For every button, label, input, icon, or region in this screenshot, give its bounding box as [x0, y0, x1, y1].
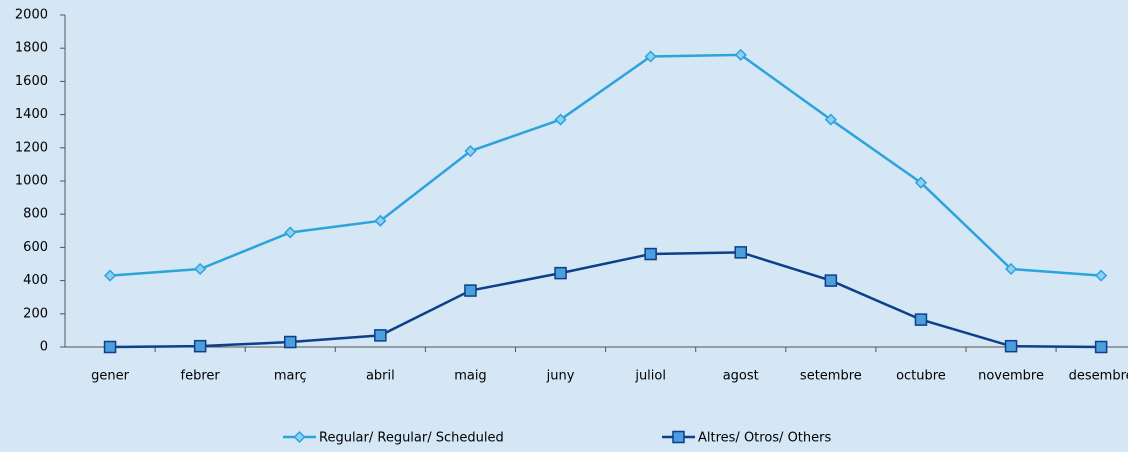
point	[1004, 262, 1018, 276]
y-tick-label: 1800	[15, 41, 48, 56]
point	[103, 269, 117, 282]
x-tick-label: juliol	[634, 369, 666, 384]
y-tick-label: 200	[23, 306, 48, 321]
point	[644, 247, 657, 261]
x-tick-label: octubre	[896, 369, 946, 384]
x-tick-label: juny	[546, 369, 575, 384]
y-tick-label: 1200	[15, 140, 48, 155]
point	[824, 274, 838, 287]
point	[734, 246, 747, 259]
point	[194, 262, 207, 276]
point	[103, 340, 117, 354]
legend-marker	[672, 430, 685, 444]
point	[734, 48, 747, 61]
point	[464, 284, 477, 297]
point	[554, 113, 567, 126]
point	[374, 329, 387, 342]
legend-label: Regular/ Regular/ Scheduled	[319, 431, 504, 446]
y-tick-label: 1400	[15, 107, 48, 122]
point	[824, 113, 837, 126]
series-line	[110, 251, 1102, 349]
point	[914, 313, 928, 326]
point	[644, 50, 657, 63]
point	[464, 145, 477, 158]
point	[914, 176, 928, 189]
point	[374, 214, 387, 227]
point	[1004, 339, 1018, 353]
point	[554, 266, 567, 280]
x-tick-label: febrer	[181, 369, 221, 384]
y-tick-label: 400	[23, 273, 48, 288]
x-tick-label: maig	[454, 369, 487, 384]
y-tick-label: 1600	[15, 74, 48, 89]
y-tick-label: 800	[23, 207, 48, 222]
point	[193, 339, 207, 353]
point	[284, 335, 297, 349]
y-tick-label: 600	[23, 240, 48, 255]
x-tick-label: gener	[91, 369, 129, 384]
y-tick-label: 1000	[15, 174, 48, 189]
x-tick-label: abril	[366, 369, 395, 384]
y-tick-label: 0	[40, 340, 48, 355]
point	[1095, 269, 1108, 282]
y-tick-label: 2000	[15, 8, 48, 23]
x-tick-label: agost	[723, 369, 759, 384]
legend-label: Altres/ Otros/ Others	[698, 431, 831, 446]
x-tick-label: setembre	[800, 369, 862, 384]
x-tick-label: març	[274, 369, 307, 384]
legend-marker	[293, 430, 306, 444]
series-line	[109, 53, 1102, 277]
point	[284, 226, 297, 239]
point	[1094, 340, 1108, 354]
x-tick-label: desembre	[1069, 369, 1128, 384]
x-tick-label: novembre	[978, 369, 1044, 384]
